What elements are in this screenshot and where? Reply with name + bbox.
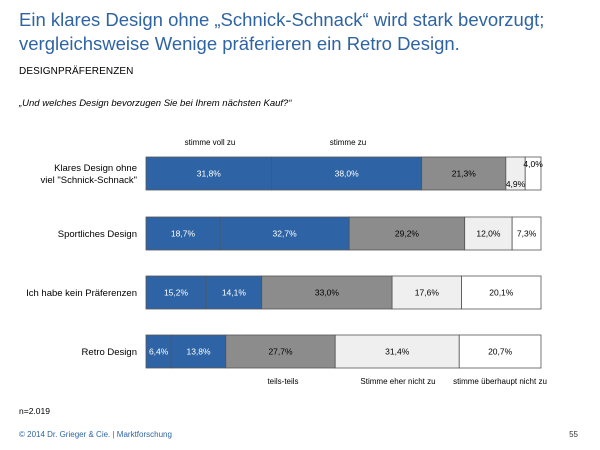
data-label: 6,4%	[149, 347, 169, 357]
data-label: 18,7%	[171, 229, 196, 239]
bar-segment	[261, 275, 393, 310]
title-line-1: Ein klares Design ohne „Schnick-Schnack“…	[19, 9, 545, 30]
data-label: 32,7%	[273, 229, 298, 239]
bar-segment	[464, 216, 513, 251]
data-label: 33,0%	[315, 288, 340, 298]
data-label: 13,8%	[186, 347, 211, 357]
bar-segment	[145, 334, 172, 369]
section-label: DESIGNPRÄFERENZEN	[19, 66, 134, 77]
category-label: Retro Design	[82, 347, 137, 358]
title-line-2: vergleichsweise Wenige präferieren ein R…	[19, 33, 460, 54]
data-label: 7,3%	[517, 229, 537, 239]
bar-segment	[219, 216, 350, 251]
bar-segment	[461, 275, 542, 310]
data-label: 14,1%	[222, 288, 247, 298]
data-label: 20,1%	[489, 288, 514, 298]
data-label: 29,2%	[395, 229, 420, 239]
page-number: 55	[569, 430, 578, 439]
footer-copyright: © 2014 Dr. Grieger & Cie. | Marktforschu…	[19, 430, 172, 439]
bar-segment	[458, 334, 542, 369]
bar-segment	[145, 275, 207, 310]
bar-segment	[511, 216, 542, 251]
data-label: 17,6%	[415, 288, 440, 298]
legend-label: stimme voll zu	[185, 138, 236, 147]
data-label: 4,9%	[506, 179, 526, 189]
bar-segment	[271, 156, 423, 191]
legend-label: Stimme eher nicht zu	[360, 377, 435, 386]
bar-segment	[205, 275, 263, 310]
data-label: 12,0%	[476, 229, 501, 239]
data-label: 31,8%	[197, 169, 222, 179]
data-label: 38,0%	[335, 169, 360, 179]
category-label: Sportliches Design	[58, 229, 137, 240]
bar-segment	[421, 156, 507, 191]
legend-label: teils-teils	[267, 377, 298, 386]
sample-size: n=2.019	[19, 406, 50, 416]
data-label: 4,0%	[523, 159, 543, 169]
category-label: Ich habe kein Präferenzen	[26, 288, 137, 299]
bar-segment	[225, 334, 336, 369]
bar-segment	[334, 334, 460, 369]
category-label: Klares Design ohne	[54, 163, 137, 174]
chart-title: Ein klares Design ohne „Schnick-Schnack“…	[19, 8, 589, 56]
data-label: 20,7%	[488, 347, 513, 357]
bar-segment	[524, 156, 542, 191]
data-label: 21,3%	[452, 169, 477, 179]
category-label: viel "Schnick-Schnack"	[40, 175, 137, 186]
legend-label: stimme überhaupt nicht zu	[453, 377, 547, 386]
data-label: 31,4%	[385, 347, 410, 357]
bar-segment	[348, 216, 466, 251]
bar-segment	[170, 334, 227, 369]
data-label: 15,2%	[164, 288, 189, 298]
legend-label: stimme zu	[330, 138, 366, 147]
bar-segment	[145, 156, 273, 191]
data-label: 27,7%	[268, 347, 293, 357]
survey-question: „Und welches Design bevorzugen Sie bei I…	[19, 98, 292, 109]
bar-segment	[391, 275, 463, 310]
bar-segment	[145, 216, 221, 251]
